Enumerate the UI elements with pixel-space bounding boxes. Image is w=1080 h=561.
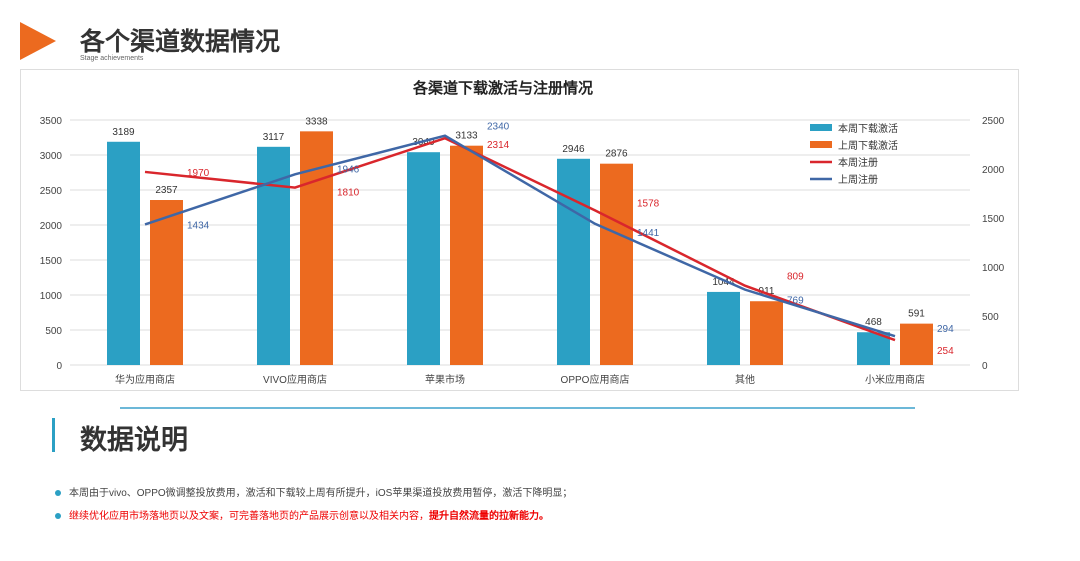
bar-label: 1044 — [712, 277, 735, 288]
line-label: 294 — [937, 324, 954, 335]
line-label: 1578 — [637, 198, 660, 209]
y-tick-label: 2000 — [40, 221, 63, 232]
bar — [257, 146, 290, 365]
y2-tick-label: 500 — [982, 312, 999, 323]
line-label: 1946 — [337, 164, 360, 175]
y2-tick-label: 2500 — [982, 116, 1005, 127]
line-label: 769 — [787, 296, 804, 307]
series-line — [144, 136, 896, 342]
chart-title: 各渠道下载激活与注册情况 — [412, 79, 593, 97]
section-title: 数据说明 — [80, 425, 188, 455]
line-label: 1970 — [187, 168, 210, 179]
line-label: 254 — [937, 346, 954, 357]
bar — [150, 200, 183, 365]
title-triangle-icon — [20, 22, 56, 60]
bar-label: 3040 — [412, 137, 435, 148]
line-label: 809 — [787, 272, 804, 283]
x-tick-label: 其他 — [735, 373, 755, 386]
page-subtitle: Stage achievements — [80, 55, 144, 62]
bar — [750, 301, 783, 365]
y2-tick-label: 2000 — [982, 165, 1005, 176]
y2-tick-label: 1000 — [982, 263, 1005, 274]
note-2-bold: 提升自然流量的拉新能力。 — [429, 511, 549, 522]
line-label: 1810 — [337, 188, 360, 199]
bar-label: 911 — [759, 286, 775, 297]
x-tick-label: 小米应用商店 — [865, 373, 925, 386]
bar — [557, 158, 590, 365]
legend-label: 上周下载激活 — [838, 139, 898, 152]
x-tick-label: 华为应用商店 — [115, 373, 175, 386]
bar-label: 591 — [908, 309, 925, 320]
chart-frame — [20, 69, 1019, 391]
y-tick-label: 3500 — [40, 116, 63, 127]
y-tick-label: 1500 — [40, 256, 63, 267]
series-line — [144, 134, 896, 338]
line-label: 2314 — [487, 140, 510, 151]
bar-label: 3117 — [263, 132, 285, 143]
bar — [707, 291, 740, 365]
bar-label: 468 — [865, 317, 882, 328]
x-tick-label: OPPO应用商店 — [561, 373, 630, 386]
bar — [407, 152, 440, 365]
x-tick-label: 苹果市场 — [425, 373, 465, 386]
bar — [600, 163, 633, 365]
chart: 各渠道下载激活与注册情况 0 500 1000 1500 2000 2500 3000 3500… — [40, 79, 1005, 386]
legend-label: 本周下载激活 — [838, 122, 898, 135]
legend-swatch — [810, 141, 832, 148]
bar-label: 3133 — [455, 131, 478, 142]
y-tick-label: 0 — [56, 361, 62, 372]
bar — [900, 323, 933, 365]
bar — [107, 141, 140, 365]
y-tick-label: 3000 — [40, 151, 63, 162]
note-1: 本周由于vivo、OPPO微调整投放费用，激活和下载较上周有所提升，iOS苹果渠… — [55, 484, 572, 499]
y-tick-label: 2500 — [40, 186, 63, 197]
line-label: 1441 — [637, 228, 660, 239]
legend-label: 本周注册 — [838, 156, 878, 169]
note-1-text: 本周由于vivo、OPPO微调整投放费用，激活和下载较上周有所提升，iOS苹果渠… — [69, 488, 573, 499]
line-label: 1434 — [187, 220, 210, 231]
y-tick-label: 1000 — [40, 291, 63, 302]
bar-label: 3338 — [305, 116, 328, 127]
bar-label: 3189 — [112, 127, 135, 138]
y2-tick-label: 1500 — [982, 214, 1005, 225]
bar-label: 2357 — [155, 185, 178, 196]
legend-swatch — [810, 124, 832, 131]
note-2-text: 继续优化应用市场落地页以及文案，可完善落地页的产品展示创意以及相关内容， — [69, 511, 429, 522]
y2-tick-label: 0 — [982, 361, 988, 372]
y-tick-label: 500 — [45, 326, 62, 337]
legend-label: 上周注册 — [838, 173, 878, 186]
note-2: 继续优化应用市场落地页以及文案，可完善落地页的产品展示创意以及相关内容，提升自然… — [55, 507, 549, 522]
divider — [120, 407, 915, 409]
bar — [450, 145, 483, 365]
bar-label: 2876 — [605, 149, 628, 160]
bar — [857, 332, 890, 365]
line-label: 2340 — [487, 122, 510, 133]
section-marker — [52, 418, 55, 452]
bar-label: 2946 — [562, 144, 585, 155]
x-tick-label: VIVO应用商店 — [263, 373, 327, 386]
page-title: 各个渠道数据情况 — [80, 28, 281, 56]
bar — [300, 131, 333, 365]
